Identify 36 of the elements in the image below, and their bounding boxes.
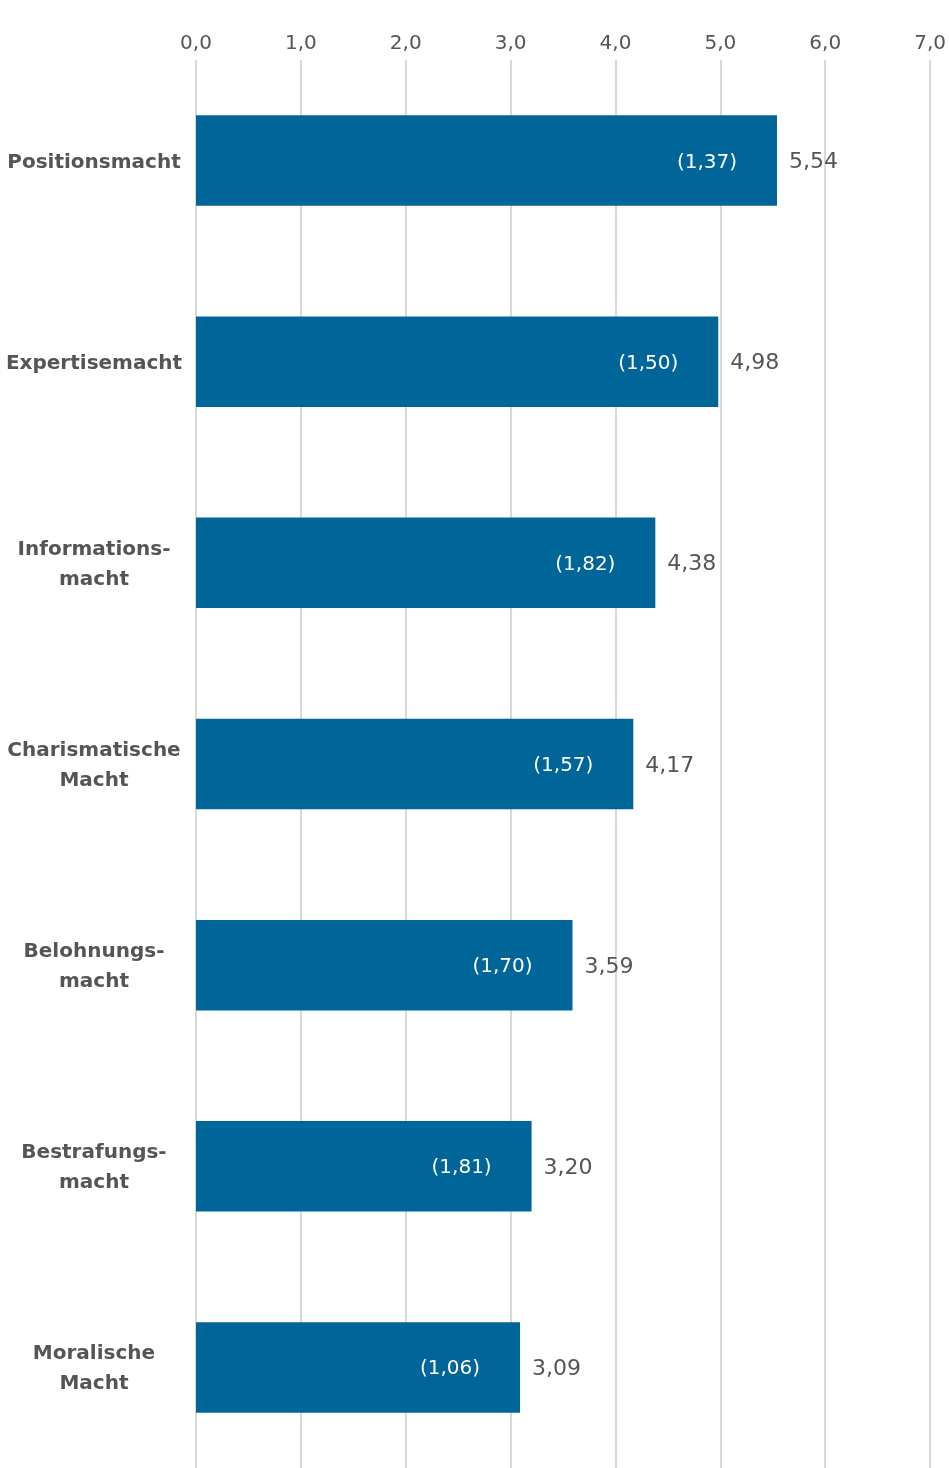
data-label: 4,17	[645, 751, 695, 777]
bar	[196, 517, 656, 609]
y-tick-label: Charismatische Macht	[7, 737, 181, 791]
x-tick-label: 1,0	[284, 30, 317, 54]
data-label: 5,54	[788, 148, 838, 174]
data-label: 3,09	[532, 1354, 582, 1380]
bar	[196, 718, 634, 810]
annotation: (1,70)	[472, 953, 533, 978]
y-tick-label: Bestrafungs- macht	[21, 1139, 167, 1194]
bar	[196, 1322, 521, 1413]
y-tick-label: Belohnungs- macht	[23, 938, 165, 993]
annotation: (1,57)	[533, 752, 594, 776]
x-tick-label: 7,0	[914, 30, 946, 54]
x-tick-label: 3,0	[494, 30, 527, 54]
y-tick-label: Expertisemacht	[5, 349, 183, 374]
bar	[196, 1121, 532, 1212]
y-tick-label: Moralische Macht	[32, 1340, 156, 1395]
bar	[196, 919, 573, 1011]
x-tick-label: 5,0	[704, 30, 737, 54]
data-label: 3,20	[543, 1153, 593, 1179]
bar	[196, 115, 777, 206]
data-label: 4,98	[730, 349, 780, 375]
x-tick-label: 4,0	[599, 30, 632, 54]
annotation: (1,50)	[618, 349, 679, 374]
bar	[196, 316, 719, 407]
x-tick-label: 2,0	[389, 30, 422, 54]
annotation: (1,37)	[676, 148, 738, 173]
x-tick-label: 0,0	[180, 30, 212, 54]
annotation: (1,81)	[431, 1154, 492, 1179]
y-tick-label: Positionsmacht	[7, 148, 182, 173]
data-label: 3,59	[584, 952, 634, 978]
annotation: (1,06)	[419, 1355, 481, 1380]
x-tick-label: 6,0	[809, 30, 842, 54]
data-label: 4,38	[667, 550, 717, 576]
annotation: (1,82)	[555, 550, 616, 575]
y-tick-label: Informations- macht	[17, 535, 171, 590]
